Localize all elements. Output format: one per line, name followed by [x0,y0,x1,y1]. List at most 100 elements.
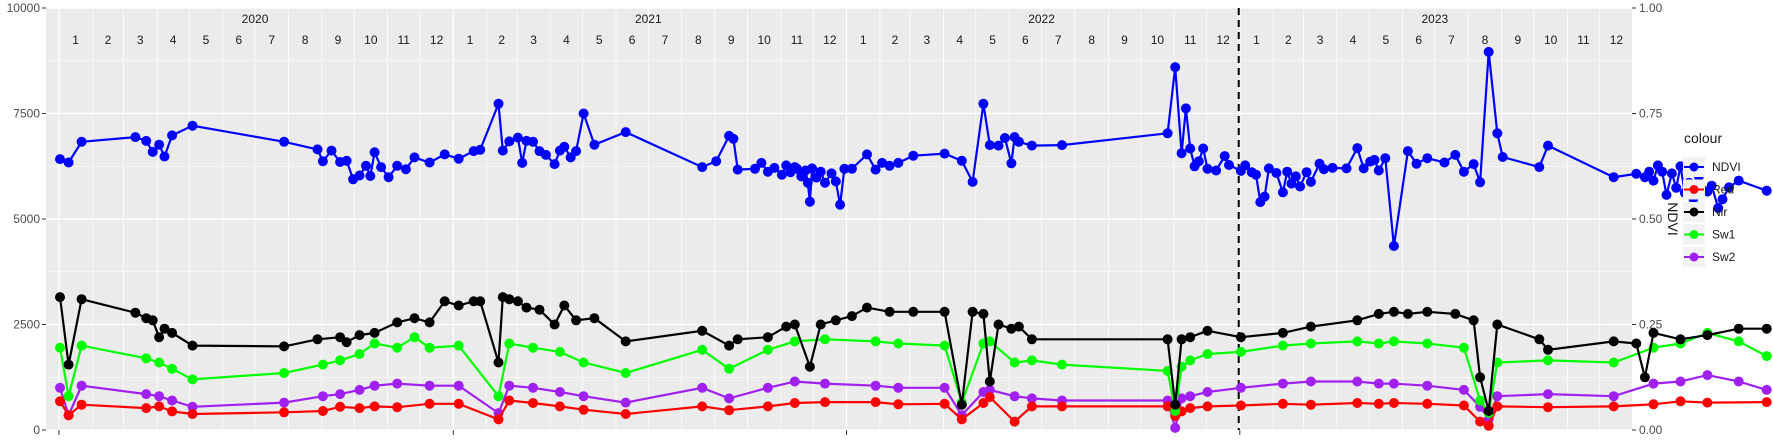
month-label: 11 [397,33,410,47]
data-point-nir [1492,319,1503,330]
data-point-nir [154,332,165,343]
data-point-ndvi [1468,159,1479,170]
data-point-ndvi [167,130,178,141]
data-point-nir [967,306,978,317]
data-point-sw1 [762,344,773,355]
data-point-nir [1761,323,1772,334]
data-point-nir [475,296,486,307]
legend-label-nir: Nir [1712,205,1727,219]
data-point-sw1 [789,336,800,347]
data-point-ndvi [956,155,967,166]
data-point-ndvi [1631,168,1642,179]
data-point-sw1 [870,336,881,347]
data-point-nir [1352,315,1363,326]
data-point-sw1 [279,368,290,378]
legend-key-point [1689,185,1699,194]
month-label: 7 [268,33,275,47]
data-point-ndvi [493,98,504,109]
data-point-red [1235,400,1246,411]
data-point-ndvi [792,163,802,174]
data-point-ndvi [571,146,582,157]
month-label: 8 [1088,33,1095,47]
data-point-sw1 [55,342,65,353]
data-point-sw1 [453,340,464,351]
data-point-ndvi [130,132,141,143]
data-point-nir [534,304,545,315]
right-axis-tick-label: 0.00 [1639,423,1663,437]
data-point-sw2 [1733,376,1744,387]
month-label: 6 [236,33,243,47]
data-point-sw1 [1733,336,1744,347]
data-point-red [978,398,989,408]
data-point-nir [279,341,290,352]
month-label: 8 [1482,33,1489,47]
data-point-red [279,407,290,418]
data-point-nir [63,359,74,370]
data-point-red [354,403,365,414]
data-point-ndvi [999,133,1010,143]
data-point-red [392,402,403,413]
data-point-red [335,401,346,412]
data-point-nir [846,311,857,322]
data-point-ndvi [279,136,290,147]
data-point-sw2 [1648,378,1659,389]
data-point-ndvi [1369,154,1380,165]
data-point-nir [504,294,515,305]
month-label: 8 [695,33,702,47]
data-point-nir [804,361,815,372]
data-point-ndvi [439,149,450,160]
data-point-ndvi [1402,146,1413,157]
data-point-ndvi [1534,162,1545,173]
data-point-red [317,406,328,416]
data-point-ndvi [1761,185,1772,196]
data-point-ndvi [877,157,888,168]
data-point-sw2 [1492,391,1503,402]
data-point-sw1 [554,346,565,357]
data-point-ndvi [1305,176,1316,187]
data-point-ndvi [1657,166,1668,177]
data-point-sw1 [1543,355,1553,366]
data-point-red [424,398,435,409]
month-label: 12 [823,33,837,47]
data-point-nir [392,317,403,328]
data-point-nir [1475,372,1486,383]
month-label: 7 [1448,33,1455,47]
data-point-ndvi [55,154,65,165]
data-point-ndvi [1286,178,1297,189]
data-point-ndvi [1644,166,1655,177]
data-point-nir [439,296,450,307]
data-point-nir [1402,308,1413,319]
data-point-ndvi [354,170,365,181]
data-point-sw2 [392,378,403,389]
data-point-sw2 [1373,378,1384,389]
data-point-ndvi [732,164,743,175]
data-point-ndvi [1671,182,1682,193]
data-point-nir [1422,306,1433,317]
left-axis-tick-label: 5000 [13,212,40,226]
data-point-ndvi [1422,153,1433,164]
data-point-nir [1185,332,1196,343]
data-point-ndvi [1318,164,1329,175]
data-point-sw2 [870,380,881,391]
data-point-sw2 [354,384,365,395]
data-point-sw1 [141,353,152,364]
data-point-ndvi [400,164,411,175]
month-label: 7 [662,33,669,47]
left-axis-tick-label: 7500 [13,107,40,121]
data-point-nir [993,319,1004,330]
data-point-ndvi [392,160,403,171]
data-point-sw1 [504,338,515,349]
data-point-red [1373,398,1384,409]
month-label: 5 [1382,33,1389,47]
month-label: 12 [1216,33,1230,47]
data-point-nir [781,321,792,332]
data-point-nir [1026,334,1037,345]
data-point-ndvi [728,133,739,144]
data-point-nir [147,315,158,326]
data-point-sw2 [1176,393,1187,404]
data-point-sw1 [528,342,538,353]
data-point-red [1608,401,1619,412]
data-point-ndvi [839,163,850,174]
data-point-sw2 [1761,384,1772,395]
data-point-sw1 [1305,338,1316,349]
